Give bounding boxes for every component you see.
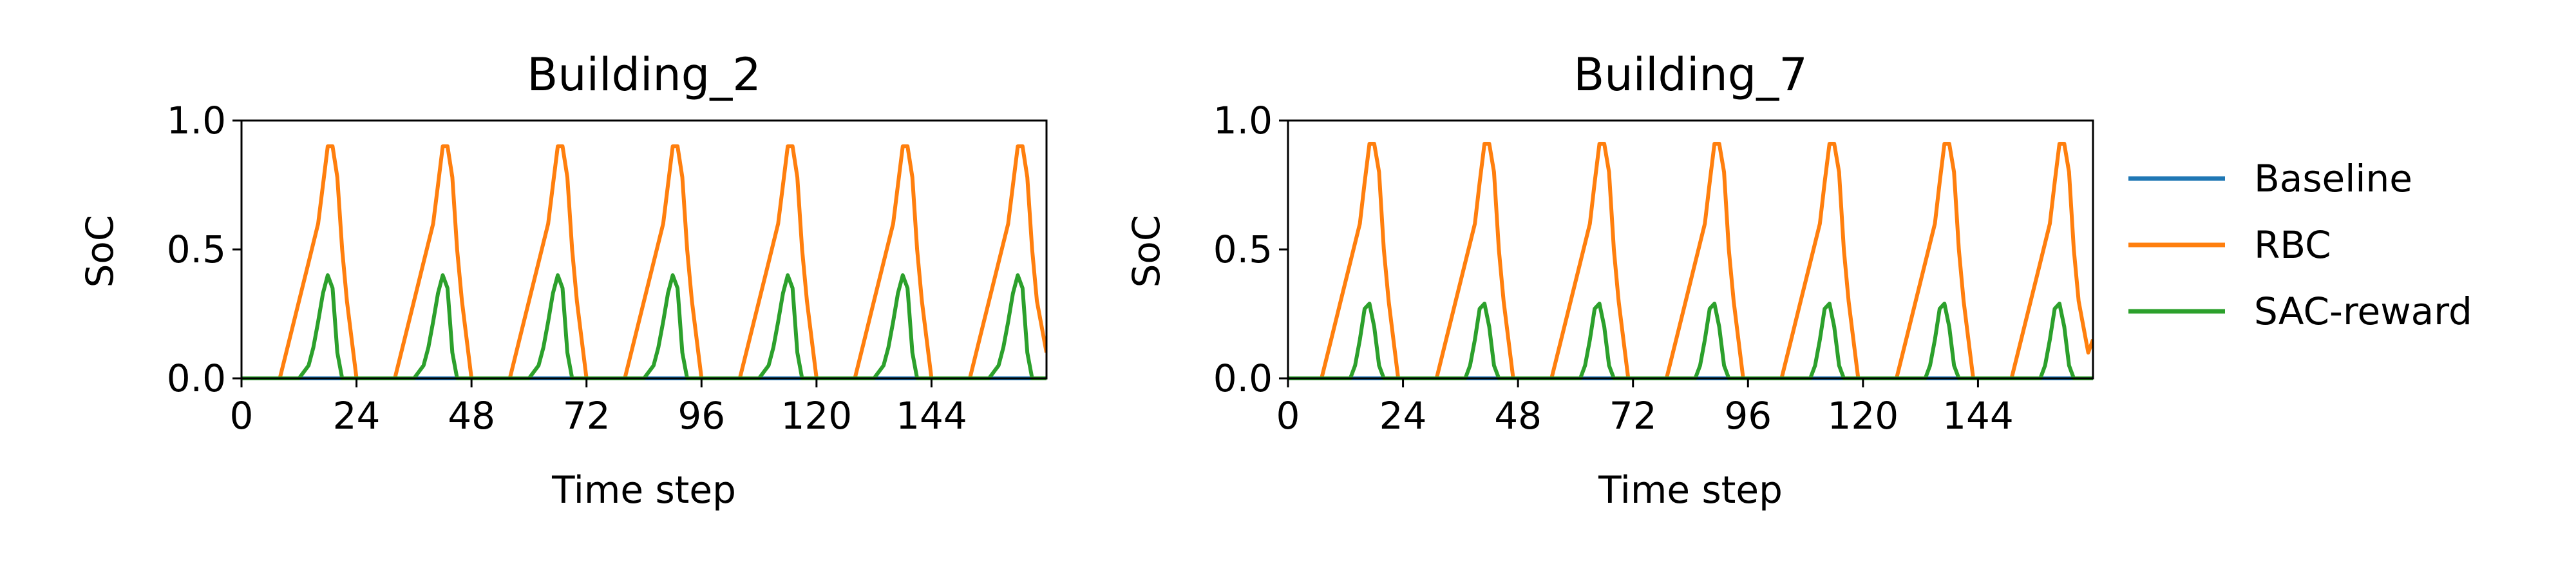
x-tick-label: 24 — [1379, 394, 1427, 438]
y-tick-label: 0.5 — [167, 228, 226, 271]
x-tick-label: 72 — [563, 394, 611, 438]
legend-item-baseline: Baseline — [2128, 157, 2412, 200]
series-line-rbc — [242, 144, 1046, 380]
legend: Baseline RBC SAC-reward — [2128, 157, 2472, 333]
legend-item-rbc: RBC — [2128, 223, 2331, 267]
x-tick-label: 0 — [230, 394, 254, 438]
legend-label-rbc: RBC — [2254, 223, 2331, 267]
x-tick-label: 96 — [1724, 394, 1772, 438]
series-line-rbc — [1288, 142, 2093, 380]
chart-title: Building_2 — [527, 48, 761, 101]
x-tick-label: 24 — [333, 394, 381, 438]
y-axis-label: SoC — [78, 215, 122, 288]
chart-title: Building_7 — [1573, 48, 1808, 101]
x-tick-label: 48 — [448, 394, 495, 438]
y-axis-label: SoC — [1124, 215, 1168, 288]
chart-panel-building-7: Building_7 0 24 48 72 96 120 144 0.0 0.5 1.0 Time… — [1124, 48, 2094, 512]
legend-label-sac-reward: SAC-reward — [2254, 289, 2472, 333]
x-tick-label: 120 — [1827, 394, 1899, 438]
chart-panel-building-2: Building_2 0 24 48 72 96 120 144 0.0 0.5 1.0 Time… — [78, 48, 1048, 512]
plot-area: 0 24 48 72 96 120 144 0.0 0.5 1.0 — [1213, 99, 2094, 438]
x-tick-label: 96 — [677, 394, 725, 438]
x-tick-label: 144 — [1942, 394, 2014, 438]
y-tick-label: 0.5 — [1213, 228, 1273, 271]
y-tick-label: 1.0 — [167, 99, 226, 142]
legend-item-sac-reward: SAC-reward — [2128, 289, 2472, 333]
x-tick-label: 0 — [1276, 394, 1300, 438]
series-line-sac-reward — [242, 273, 1046, 380]
y-tick-label: 1.0 — [1213, 99, 1273, 142]
x-axis-label: Time step — [1598, 468, 1783, 512]
legend-label-baseline: Baseline — [2254, 157, 2412, 200]
y-tick-label: 0.0 — [167, 356, 226, 400]
plot-area: 0 24 48 72 96 120 144 0.0 0.5 1.0 — [167, 99, 1048, 438]
y-tick-label: 0.0 — [1213, 356, 1273, 400]
x-tick-label: 120 — [781, 394, 852, 438]
x-tick-label: 144 — [896, 394, 967, 438]
x-axis-label: Time step — [551, 468, 736, 512]
x-tick-label: 48 — [1494, 394, 1542, 438]
x-tick-label: 72 — [1609, 394, 1657, 438]
series-line-sac-reward — [1288, 302, 2093, 380]
